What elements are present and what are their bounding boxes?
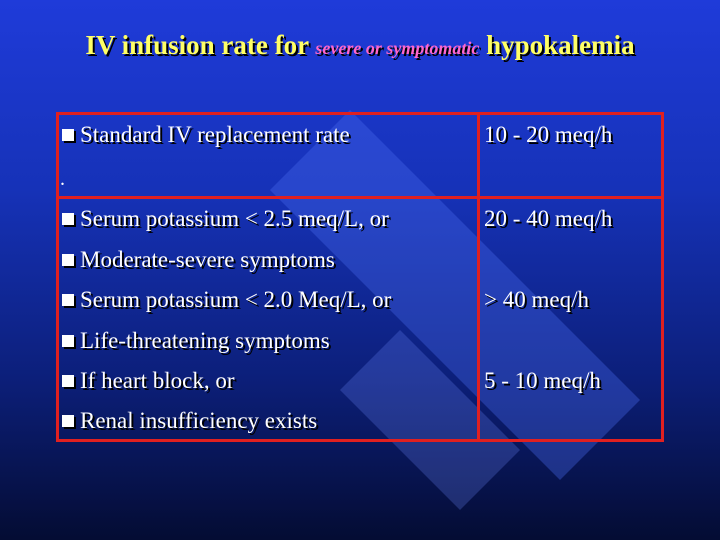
square-bullet-icon: [62, 375, 74, 387]
list-item: Life-threatening symptoms: [62, 328, 330, 354]
rate-value: > 40 meq/h: [484, 287, 589, 312]
square-bullet-icon: [62, 294, 74, 306]
table-cell-criteria: [56, 196, 480, 442]
rate-value: 5 - 10 meq/h: [484, 368, 601, 393]
list-item-text: Moderate-severe symptoms: [80, 247, 335, 272]
square-bullet-icon: [62, 415, 74, 427]
list-item: Serum potassium < 2.5 meq/L, or: [62, 206, 389, 232]
list-item-text: If heart block, or: [80, 368, 235, 393]
list-item-text: Life-threatening symptoms: [80, 328, 330, 353]
square-bullet-icon: [62, 335, 74, 347]
square-bullet-icon: [62, 213, 74, 225]
list-item: If heart block, or: [62, 368, 235, 394]
slide-title: IV infusion rate for severe or symptomat…: [0, 30, 720, 61]
list-item-text: Renal insufficiency exists: [80, 408, 318, 433]
stray-dot: .: [60, 168, 65, 190]
standard-label: Standard IV replacement rate: [62, 122, 350, 148]
standard-label-text: Standard IV replacement rate: [80, 122, 350, 147]
title-part1: IV infusion rate for: [85, 30, 309, 60]
table-cell-rates: [477, 196, 664, 442]
standard-rate: 10 - 20 meq/h: [484, 122, 613, 147]
title-part3: hypokalemia: [486, 30, 635, 60]
list-item: Serum potassium < 2.0 Meq/L, or: [62, 287, 391, 313]
list-item: Moderate-severe symptoms: [62, 247, 335, 273]
list-item-text: Serum potassium < 2.0 Meq/L, or: [80, 287, 392, 312]
rate-value: 20 - 40 meq/h: [484, 206, 613, 231]
list-item: Renal insufficiency exists: [62, 408, 317, 434]
square-bullet-icon: [62, 254, 74, 266]
list-item-text: Serum potassium < 2.5 meq/L, or: [80, 206, 389, 231]
square-bullet-icon: [62, 129, 74, 141]
title-emphasis: severe or symptomatic: [315, 38, 480, 58]
